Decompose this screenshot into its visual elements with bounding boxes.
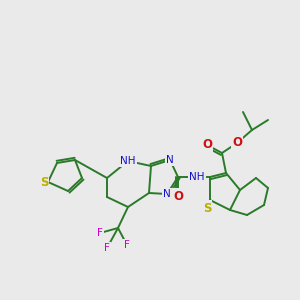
Text: N: N (163, 189, 171, 199)
Text: N: N (166, 155, 174, 165)
Text: O: O (202, 139, 212, 152)
Text: NH: NH (189, 172, 205, 182)
Text: O: O (232, 136, 242, 149)
Text: S: S (40, 176, 48, 190)
Text: S: S (203, 202, 211, 214)
Text: F: F (97, 228, 103, 238)
Text: F: F (104, 243, 110, 253)
Text: O: O (173, 190, 183, 202)
Text: F: F (124, 240, 130, 250)
Text: NH: NH (120, 156, 136, 166)
